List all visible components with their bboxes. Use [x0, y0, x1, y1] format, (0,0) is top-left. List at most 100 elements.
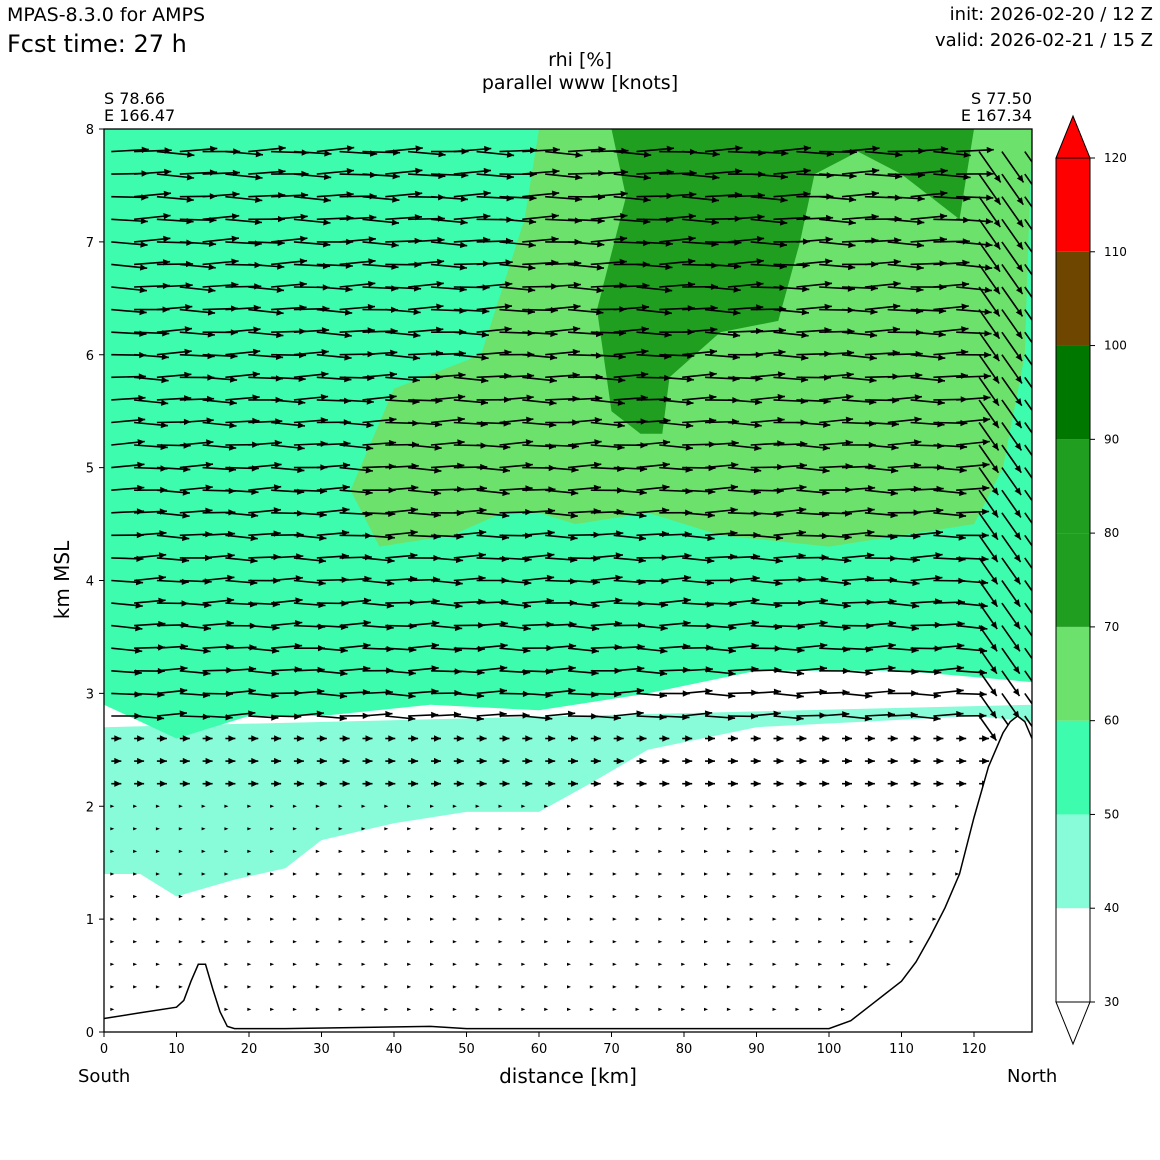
wind-arrow	[887, 241, 925, 249]
y-tick-label: 3	[86, 687, 94, 702]
wind-arrow	[133, 804, 138, 808]
wind-arrow	[225, 757, 236, 765]
wind-arrow	[338, 804, 343, 808]
wind-arrow	[316, 757, 327, 765]
wind-arrow	[362, 393, 397, 401]
wind-arrow	[224, 940, 229, 944]
chart-subtitle: parallel www [knots]	[481, 72, 679, 94]
wind-arrow	[864, 258, 901, 266]
wind-arrow	[110, 1007, 115, 1011]
wind-arrow	[773, 780, 784, 787]
wind-arrow	[1024, 467, 1032, 480]
wind-arrow	[1024, 512, 1032, 525]
wind-arrow	[202, 444, 237, 451]
wind-arrow	[773, 353, 809, 361]
wind-arrow	[567, 461, 602, 469]
wind-arrow	[749, 917, 754, 921]
wind-arrow	[293, 195, 331, 203]
wind-arrow	[225, 304, 261, 312]
wind-arrow	[704, 849, 708, 853]
wind-arrow	[224, 985, 229, 989]
wind-arrow	[202, 258, 239, 266]
wind-arrow	[522, 353, 558, 361]
wind-arrow	[431, 780, 441, 787]
wind-arrow	[910, 213, 948, 221]
wind-arrow	[796, 757, 807, 765]
end-longitude: E 167.34	[960, 106, 1032, 125]
wind-arrow	[155, 962, 160, 966]
wind-arrow	[475, 827, 480, 831]
wind-arrow	[430, 985, 434, 989]
wind-arrow	[202, 735, 213, 742]
wind-arrow	[886, 894, 891, 899]
wind-arrow	[887, 218, 925, 226]
wind-arrow	[544, 1007, 549, 1011]
wind-arrow	[681, 1007, 686, 1011]
wind-arrow	[155, 849, 160, 853]
wind-arrow	[385, 529, 418, 537]
wind-arrow	[499, 602, 532, 609]
wind-arrow	[134, 168, 172, 176]
wind-arrow	[956, 146, 994, 154]
wind-arrow	[819, 689, 850, 696]
wind-arrow	[818, 1007, 823, 1011]
wind-arrow	[522, 735, 533, 742]
wind-arrow	[636, 240, 673, 247]
wind-arrow	[910, 331, 946, 338]
wind-arrow	[156, 735, 167, 742]
wind-arrow	[613, 195, 651, 203]
wind-arrow	[841, 167, 880, 175]
wind-arrow	[796, 642, 828, 649]
wind-arrow	[727, 466, 762, 474]
wind-arrow	[886, 962, 891, 966]
wind-arrow	[772, 985, 777, 989]
wind-arrow	[134, 552, 167, 559]
wind-arrow	[202, 376, 238, 383]
wind-arrow	[385, 692, 416, 699]
wind-arrow	[475, 804, 480, 808]
wind-arrow	[225, 710, 256, 717]
wind-arrow	[248, 670, 279, 677]
wind-arrow	[453, 331, 489, 338]
wind-arrow	[978, 309, 1001, 340]
wind-arrow	[362, 735, 373, 742]
wind-arrow	[545, 780, 556, 787]
wind-arrow	[430, 556, 464, 564]
wind-arrow	[201, 872, 206, 876]
wind-arrow	[407, 849, 412, 853]
wind-arrow	[271, 780, 282, 787]
wind-arrow	[750, 757, 761, 765]
wind-arrow	[842, 757, 852, 765]
wind-arrow	[978, 286, 1001, 317]
colorbar-segment	[1056, 626, 1090, 721]
wind-arrow	[932, 827, 937, 831]
wind-arrow	[156, 757, 167, 765]
wind-arrow	[1024, 151, 1032, 164]
wind-arrow	[727, 235, 765, 243]
wind-arrow	[635, 917, 640, 921]
wind-arrow	[408, 303, 444, 311]
wind-arrow	[773, 308, 809, 316]
wind-arrow	[498, 804, 503, 808]
wind-arrow	[362, 534, 395, 541]
wind-arrow	[293, 394, 329, 401]
wind-arrow	[452, 962, 457, 966]
wind-arrow	[727, 780, 738, 787]
wind-arrow	[111, 647, 143, 654]
wind-arrow	[681, 962, 686, 966]
colorbar-tick-label: 30	[1104, 995, 1119, 1009]
wind-arrow	[430, 439, 465, 446]
wind-arrow	[681, 804, 686, 808]
wind-arrow	[521, 985, 526, 989]
wind-arrow	[704, 263, 742, 270]
wind-arrow	[407, 985, 412, 989]
wind-arrow	[498, 940, 503, 944]
wind-arrow	[430, 872, 434, 876]
wind-arrow	[795, 872, 800, 876]
wind-arrow	[155, 804, 160, 808]
wind-arrow	[863, 917, 868, 921]
wind-arrow	[704, 894, 708, 899]
wind-arrow	[636, 308, 672, 316]
wind-arrow	[111, 757, 122, 765]
wind-arrow	[659, 735, 670, 742]
